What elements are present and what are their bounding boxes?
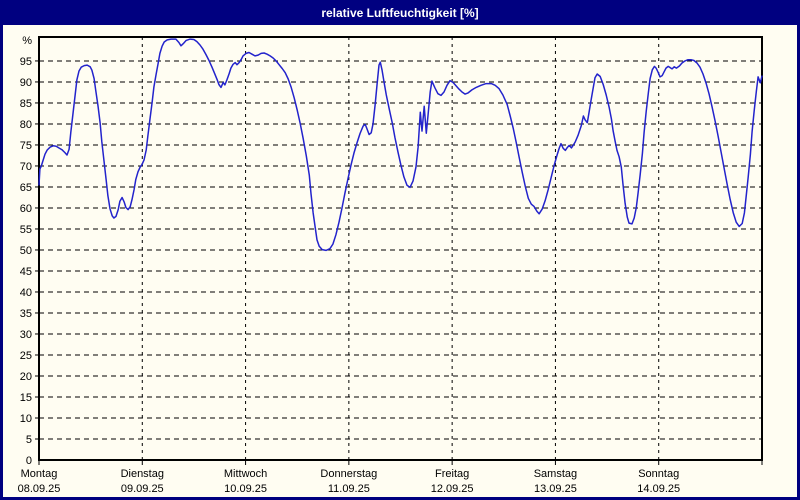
- y-tick-label: 0: [26, 455, 32, 467]
- x-weekday-label: Donnerstag: [320, 468, 377, 480]
- y-tick-label: 50: [20, 245, 32, 257]
- y-tick-label: 5: [26, 434, 32, 446]
- page-title: relative Luftfeuchtigkeit [%]: [321, 6, 479, 20]
- humidity-series-line: [38, 38, 763, 252]
- y-tick-label: 70: [20, 161, 32, 173]
- x-weekday-label: Freitag: [435, 468, 469, 480]
- y-tick-label: 20: [20, 371, 32, 383]
- x-date-label: 14.09.25: [637, 483, 680, 495]
- y-tick-label: 40: [20, 287, 32, 299]
- x-weekday-label: Sonntag: [638, 468, 679, 480]
- y-tick-label: 85: [20, 98, 32, 110]
- x-date-label: 11.09.25: [328, 483, 370, 495]
- x-date-label: 08.09.25: [18, 483, 61, 495]
- x-weekday-label: Montag: [21, 468, 58, 480]
- y-tick-label: 25: [20, 350, 32, 362]
- y-tick-label: 75: [20, 140, 32, 152]
- y-tick-label: 10: [20, 413, 32, 425]
- y-tick-label: 35: [20, 308, 32, 320]
- plot-frame: [38, 36, 763, 461]
- y-tick-label: 60: [20, 203, 32, 215]
- y-tick-label: 95: [20, 56, 32, 68]
- x-weekday-label: Dienstag: [121, 468, 164, 480]
- y-tick-label: 30: [20, 329, 32, 341]
- x-date-label: 12.09.25: [431, 483, 474, 495]
- x-date-label: 13.09.25: [534, 483, 577, 495]
- humidity-chart: 5101520253035404550556065707580859095%0M…: [18, 35, 763, 495]
- y-tick-label: 80: [20, 119, 32, 131]
- y-tick-label: 55: [20, 224, 32, 236]
- x-date-label: 10.09.25: [224, 483, 267, 495]
- y-tick-label: 65: [20, 182, 32, 194]
- x-date-label: 09.09.25: [121, 483, 164, 495]
- y-tick-label: 90: [20, 77, 32, 89]
- y-axis-unit-label: %: [22, 35, 32, 47]
- x-weekday-label: Samstag: [534, 468, 577, 480]
- y-tick-label: 15: [20, 392, 32, 404]
- y-tick-label: 45: [20, 266, 32, 278]
- x-weekday-label: Mittwoch: [224, 468, 267, 480]
- title-bar: relative Luftfeuchtigkeit [%]: [0, 0, 800, 25]
- chart-area: 5 10 15 20 25 30 35 40 45 50 55 60 65 70 75 80 85 90 95% 0 M…: [3, 25, 797, 497]
